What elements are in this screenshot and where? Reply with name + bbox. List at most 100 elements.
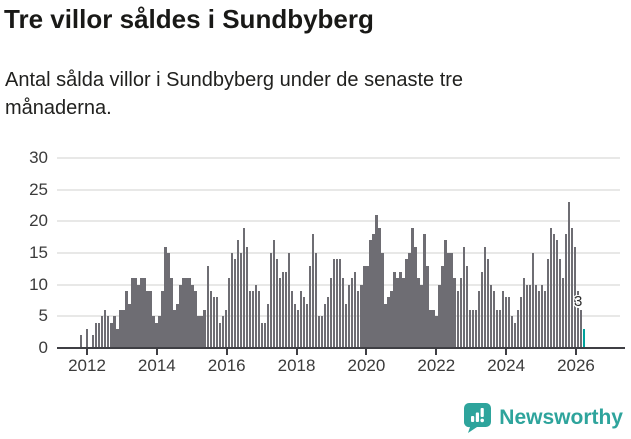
bar [203, 310, 206, 348]
bar [281, 272, 285, 348]
bar [221, 316, 224, 348]
bar [411, 227, 414, 348]
bar [549, 227, 553, 348]
bar [134, 278, 137, 348]
bar [387, 297, 390, 348]
bar [98, 322, 101, 348]
bar [248, 291, 252, 348]
bar [450, 253, 453, 348]
bar [564, 234, 568, 348]
x-axis-tick-label: 2016 [207, 356, 246, 375]
x-axis-tick [574, 348, 577, 355]
x-axis-tick-label: 2018 [277, 356, 316, 375]
bar [519, 297, 523, 348]
bar [498, 310, 502, 348]
bar [272, 240, 276, 348]
bar [534, 284, 538, 348]
y-axis-tick-label: 30 [29, 148, 48, 167]
bar [414, 246, 417, 348]
bar [423, 234, 426, 348]
bar [80, 335, 83, 348]
bar [119, 310, 122, 348]
bar [170, 278, 173, 348]
bar [537, 291, 541, 348]
bar [254, 284, 258, 348]
bar [158, 316, 161, 348]
bar [209, 291, 212, 348]
bar [555, 240, 559, 348]
bar [495, 310, 499, 348]
bar [432, 310, 435, 348]
bar [468, 310, 471, 348]
bar [405, 259, 408, 348]
bar [345, 303, 348, 348]
bar [233, 259, 236, 348]
bar [155, 322, 158, 348]
y-axis-tick-label: 20 [29, 211, 48, 231]
bar [348, 284, 351, 348]
bar [149, 291, 152, 348]
bar [384, 303, 387, 348]
bar [251, 291, 255, 348]
bar [290, 291, 294, 348]
bar [354, 272, 357, 348]
bar [269, 253, 273, 348]
bar [137, 284, 140, 348]
gridline [57, 315, 620, 318]
y-axis-tick-label: 0 [38, 338, 48, 357]
bar [393, 272, 396, 348]
bar [299, 291, 303, 348]
bar [95, 322, 98, 348]
bar [206, 265, 209, 348]
bar [122, 310, 125, 348]
bar [342, 278, 345, 348]
bar [179, 284, 182, 348]
gridline [57, 283, 620, 286]
bar [167, 253, 170, 348]
bar [372, 234, 375, 348]
bar [483, 246, 486, 348]
bar [583, 329, 586, 348]
x-axis-tick-label: 2014 [137, 356, 176, 375]
bar [101, 316, 104, 348]
bar [239, 253, 243, 348]
bar [128, 303, 131, 348]
bar [311, 234, 315, 348]
bar [176, 303, 179, 348]
bar [351, 278, 354, 348]
bar [531, 253, 535, 348]
bar [287, 253, 291, 348]
gridline [57, 188, 620, 191]
x-axis-tick-label: 2020 [347, 356, 386, 375]
bar [188, 278, 191, 348]
bar [326, 297, 330, 348]
bar [116, 329, 119, 348]
bar [510, 316, 514, 348]
bar [257, 291, 261, 348]
bar [161, 291, 164, 348]
bar [333, 259, 336, 348]
bar [194, 291, 197, 348]
bar [125, 291, 128, 348]
bar [317, 316, 321, 348]
bar [504, 297, 508, 348]
bar [402, 278, 405, 348]
bar [284, 272, 288, 348]
bar [260, 322, 264, 348]
newsworthy-logo-icon [464, 403, 492, 433]
bar [507, 297, 511, 348]
x-axis-tick-label: 2012 [68, 356, 106, 375]
bar [212, 297, 215, 348]
bar [513, 322, 517, 348]
bar [363, 265, 366, 348]
bar [296, 310, 300, 348]
bar [441, 265, 444, 348]
x-axis-tick [295, 348, 298, 355]
bar [552, 234, 556, 348]
bar [525, 284, 529, 348]
bar [314, 253, 318, 348]
bar [107, 316, 110, 348]
bar [131, 278, 134, 348]
bar [323, 303, 327, 348]
